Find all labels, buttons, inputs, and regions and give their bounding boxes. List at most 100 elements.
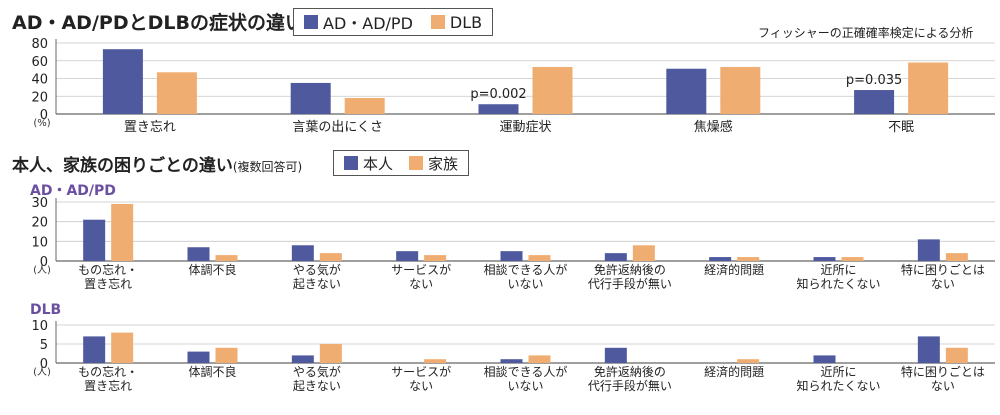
chart1-bar-s1-c0 (111, 203, 134, 261)
chart1-category-label: 近所に (820, 263, 856, 277)
chart1-bar-s0-c0 (83, 219, 106, 261)
chart2-bar-s1-c6 (737, 359, 760, 363)
chart0-ytick-label: 80 (31, 37, 48, 52)
chart2-bar-s1-c0 (111, 332, 134, 363)
chart2-title-text: 本人、家族の困りごとの違い (12, 156, 233, 176)
chart1-category-label: サービスが (391, 262, 451, 277)
legend-label-ad: AD・AD/PD (323, 14, 413, 33)
chart2-category-label: 相談できる人が (484, 364, 568, 379)
chart2-legend: 本人 家族 (333, 150, 470, 176)
chart2-bar-s0-c4 (500, 359, 523, 363)
chart1-bar-s0-c2 (291, 245, 314, 261)
chart1-category-label: 知られたくない (796, 277, 880, 291)
chart2-bar-s1-c4 (528, 355, 551, 363)
legend-swatch-self (344, 156, 358, 170)
chart2-subtitle: AD・AD/PD (30, 183, 116, 199)
chart1-category-label: 経済的問題 (704, 262, 764, 277)
chart0-category-label: 運動症状 (499, 120, 551, 135)
chart1-bar-s0-c6 (709, 257, 732, 261)
chart2-category-label: 近所に (820, 365, 856, 379)
chart1-ytick-label: 10 (31, 235, 48, 250)
chart1-bar-s1-c3 (424, 255, 447, 261)
chart0-bar-s0-c4 (854, 90, 895, 114)
chart0-category-label: 言葉の出にくさ (292, 120, 383, 135)
chart1-bar-s1-c7 (841, 257, 864, 261)
chart1-legend: AD・AD/PD DLB (293, 8, 494, 36)
chart1-category-label: もの忘れ・ (78, 262, 138, 277)
chart2-category-label: サービスが (391, 364, 451, 379)
chart0-annotation: p=0.035 (846, 73, 902, 88)
chart1-category-label: 体調不良 (188, 262, 236, 277)
chart1-unit-label: (人) (33, 264, 51, 276)
chart1-bar-s1-c8 (945, 253, 968, 261)
chart1-ytick-label: 0 (40, 255, 48, 270)
legend-label-self: 本人 (363, 154, 394, 173)
chart0-category-label: 焦燥感 (694, 119, 733, 135)
chart0-bar-s0-c3 (666, 68, 707, 114)
chart2-category-label: ない (409, 379, 433, 393)
chart2-ytick-label: 0 (40, 357, 48, 372)
chart3-subtitle: DLB (30, 302, 62, 318)
chart2-bar-s1-c1 (215, 347, 238, 363)
chart1-title: AD・AD/PDとDLBの症状の違い (12, 12, 304, 34)
chart0-bar-s1-c0 (156, 72, 197, 114)
chart0-bar-s0-c2 (478, 104, 519, 114)
chart0-bar-s0-c1 (290, 82, 331, 114)
chart2-title: 本人、家族の困りごとの違い(複数回答可) (12, 151, 302, 176)
chart2-category-label: いない (507, 379, 543, 393)
chart2-bar-s1-c2 (319, 344, 342, 363)
chart0-ytick-label: 60 (31, 55, 48, 70)
chart2-bar-s1-c3 (424, 359, 447, 363)
chart2-ytick-label: 10 (31, 319, 48, 334)
chart0-bar-s1-c1 (344, 98, 385, 114)
chart2-bar-s0-c8 (917, 336, 940, 363)
chart0-ytick-label: 40 (31, 73, 48, 88)
chart1-bar-s0-c7 (813, 257, 836, 261)
chart1-category-label: 起きない (293, 277, 341, 291)
chart2-category-label: もの忘れ・ (78, 364, 138, 379)
chart2-bar-s0-c0 (83, 336, 106, 363)
chart1-category-label: ない (409, 277, 433, 291)
chart0-ytick-label: 0 (40, 108, 48, 123)
legend-swatch-ad (304, 15, 318, 29)
chart1-bar-s1-c5 (632, 245, 655, 261)
chart1-bar-s0-c4 (500, 251, 523, 261)
chart2-bar-s0-c1 (187, 351, 210, 363)
chart2-category-label: 免許返納後の (594, 364, 666, 379)
chart0-bar-s0-c0 (102, 49, 143, 114)
chart0-annotation: p=0.002 (470, 87, 526, 102)
chart2-category-label: 特に困りごとは (901, 364, 985, 379)
chart0-category-label: 置き忘れ (124, 120, 176, 135)
chart1-bar-s1-c1 (215, 255, 238, 261)
legend-label-family: 家族 (428, 154, 459, 173)
chart2-bar-s0-c5 (604, 347, 627, 363)
chart1-bar-s1-c6 (737, 257, 760, 261)
legend-item-dlb: DLB (430, 12, 483, 32)
chart1-category-label: ない (931, 277, 955, 291)
chart1-bar-s0-c5 (604, 253, 627, 261)
chart1-category-label: 相談できる人が (484, 262, 568, 277)
legend-swatch-dlb (430, 15, 445, 29)
chart2-category-label: 体調不良 (188, 364, 236, 379)
chart2-category-label: 代行手段が無い (588, 378, 672, 393)
chart1-category-label: いない (507, 277, 543, 291)
chart0-unit-label: (%) (33, 118, 50, 129)
chart1-category-label: 免許返納後の (594, 262, 666, 277)
chart1-category-label: 代行手段が無い (588, 276, 672, 291)
legend-item-family: 家族 (409, 153, 458, 174)
legend-swatch-family (409, 156, 424, 170)
chart2-category-label: ない (931, 379, 955, 393)
chart0-bar-s1-c4 (908, 62, 949, 114)
chart1-category-label: 置き忘れ (84, 276, 132, 291)
chart2-category-label: 経済的問題 (704, 364, 764, 379)
legend-label-dlb: DLB (449, 12, 483, 32)
chart2-ytick-label: 5 (40, 338, 48, 353)
legend-item-ad: AD・AD/PD (304, 10, 413, 34)
chart2-unit-label: (人) (33, 366, 51, 378)
chart1-bar-s0-c1 (187, 247, 210, 261)
chart0-bar-s1-c3 (720, 66, 761, 114)
chart2-category-label: 知られたくない (796, 379, 880, 393)
chart2-bar-s0-c2 (291, 355, 314, 363)
chart1-bar-s0-c3 (396, 251, 419, 261)
